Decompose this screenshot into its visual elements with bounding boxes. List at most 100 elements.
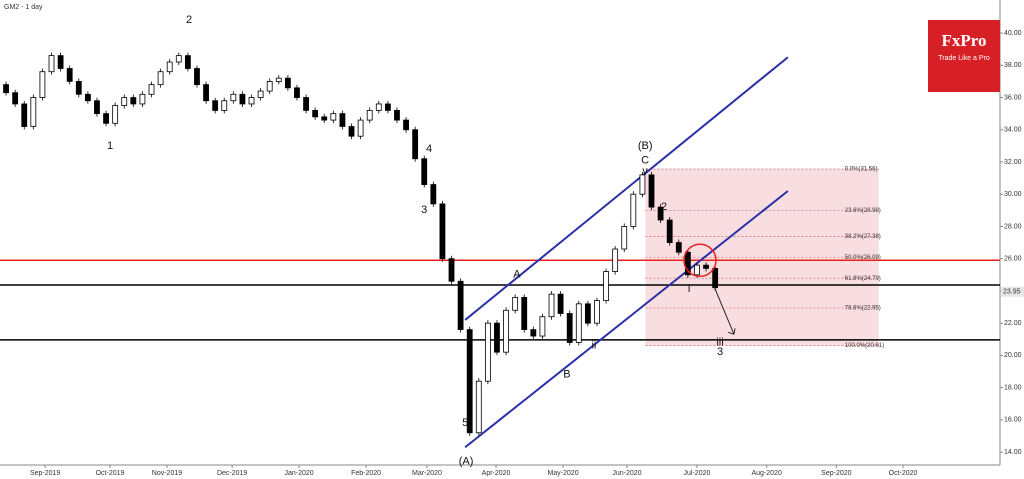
candle (266, 80, 273, 92)
candle (366, 110, 373, 121)
wave-label: (B) (638, 140, 653, 152)
x-tick-label: Apr-2020 (482, 470, 511, 477)
price-tag: 23.95 (1003, 289, 1021, 296)
fib-label: 100.0%(20.61) (845, 343, 884, 349)
candle (621, 226, 628, 250)
x-tick-label: Jun-2020 (612, 470, 641, 477)
candle (348, 126, 355, 137)
candle (466, 329, 473, 434)
candle (530, 329, 537, 337)
candle (521, 296, 528, 331)
wave-label: ii (591, 340, 596, 352)
candle (439, 203, 446, 260)
y-tick-label: 36.00 (1004, 94, 1022, 101)
y-tick-label: 18.00 (1004, 384, 1022, 391)
x-tick-label: Jul-2020 (684, 470, 711, 477)
candle (575, 303, 582, 343)
candle (112, 105, 119, 124)
candle (130, 97, 137, 105)
candle (3, 84, 9, 94)
candle (384, 103, 391, 111)
candle (394, 110, 400, 121)
candle (275, 77, 282, 82)
y-tick-label: 38.00 (1004, 62, 1022, 69)
candle (257, 90, 264, 98)
price-tag-box (1001, 286, 1024, 297)
wave-label: (A) (459, 456, 474, 468)
chart-title: GM2 - 1 day (4, 4, 43, 11)
y-tick-label: 14.00 (1004, 449, 1022, 456)
wave-label: iii (716, 336, 723, 348)
candle (412, 129, 419, 160)
y-tick-label: 28.00 (1004, 223, 1022, 230)
x-tick-label: Dec-2019 (217, 470, 247, 477)
wave-label: 3 (421, 204, 427, 216)
candle (475, 380, 482, 434)
wave-label: C (641, 154, 649, 166)
x-tick-label: Mar-2020 (412, 470, 442, 477)
candle (148, 84, 155, 95)
candle (648, 174, 655, 208)
wave-label: 5 (462, 417, 468, 429)
candle (48, 55, 55, 73)
candle (666, 219, 673, 243)
x-tick-label: Oct-2019 (96, 470, 125, 477)
candle (457, 280, 464, 331)
candle (330, 113, 337, 121)
y-tick-label: 40.00 (1004, 30, 1022, 37)
candle (303, 97, 309, 111)
candle (657, 206, 664, 221)
candle (503, 309, 509, 353)
wave-label: v (642, 166, 648, 178)
candle (184, 55, 191, 69)
candle (157, 71, 164, 86)
candle (339, 113, 346, 127)
wave-label: 2 (186, 14, 192, 26)
logo-tagline: Trade Like a Pro (938, 55, 990, 62)
candle (75, 80, 82, 95)
candle (30, 97, 37, 127)
y-tick-label: 16.00 (1004, 417, 1022, 424)
candle (594, 300, 600, 324)
wave-label: B (563, 369, 570, 381)
candle (612, 248, 619, 272)
y-tick-label: 22.00 (1004, 320, 1022, 327)
x-tick-label: Jan-2020 (284, 470, 313, 477)
x-tick-label: Sep-2020 (821, 470, 851, 477)
candle (221, 100, 228, 111)
y-tick-label: 32.00 (1004, 159, 1022, 166)
wave-label: i (688, 283, 690, 295)
candle (484, 322, 491, 382)
candle (403, 119, 409, 131)
fib-label: 0.0%(31.56) (845, 167, 878, 173)
candle (539, 316, 546, 337)
candle (430, 184, 437, 205)
candle (39, 71, 46, 98)
wave-label: 3 (717, 346, 723, 358)
wave-label: 4 (426, 143, 432, 155)
projection-arrow (713, 286, 736, 335)
candle (566, 313, 573, 343)
candle (448, 258, 455, 282)
candle (703, 264, 709, 269)
candle (548, 293, 555, 318)
fib-label: 38.2%(27.38) (845, 234, 881, 240)
candle (121, 97, 128, 106)
candle (494, 322, 500, 353)
fib-label: 78.6%(22.95) (845, 305, 881, 311)
candle (675, 242, 682, 253)
fib-label: 61.8%(24.79) (845, 276, 881, 282)
candle (84, 93, 91, 102)
logo-brand: FxPro (941, 31, 986, 50)
wave-label: A (513, 269, 521, 281)
candle (694, 264, 700, 276)
candle (630, 193, 637, 227)
candle (212, 100, 219, 111)
channel-line (464, 56, 789, 321)
candle (139, 93, 146, 105)
highlight-circle (683, 243, 717, 278)
candle (603, 271, 609, 301)
candle (375, 103, 382, 111)
y-tick-label: 34.00 (1004, 127, 1022, 134)
